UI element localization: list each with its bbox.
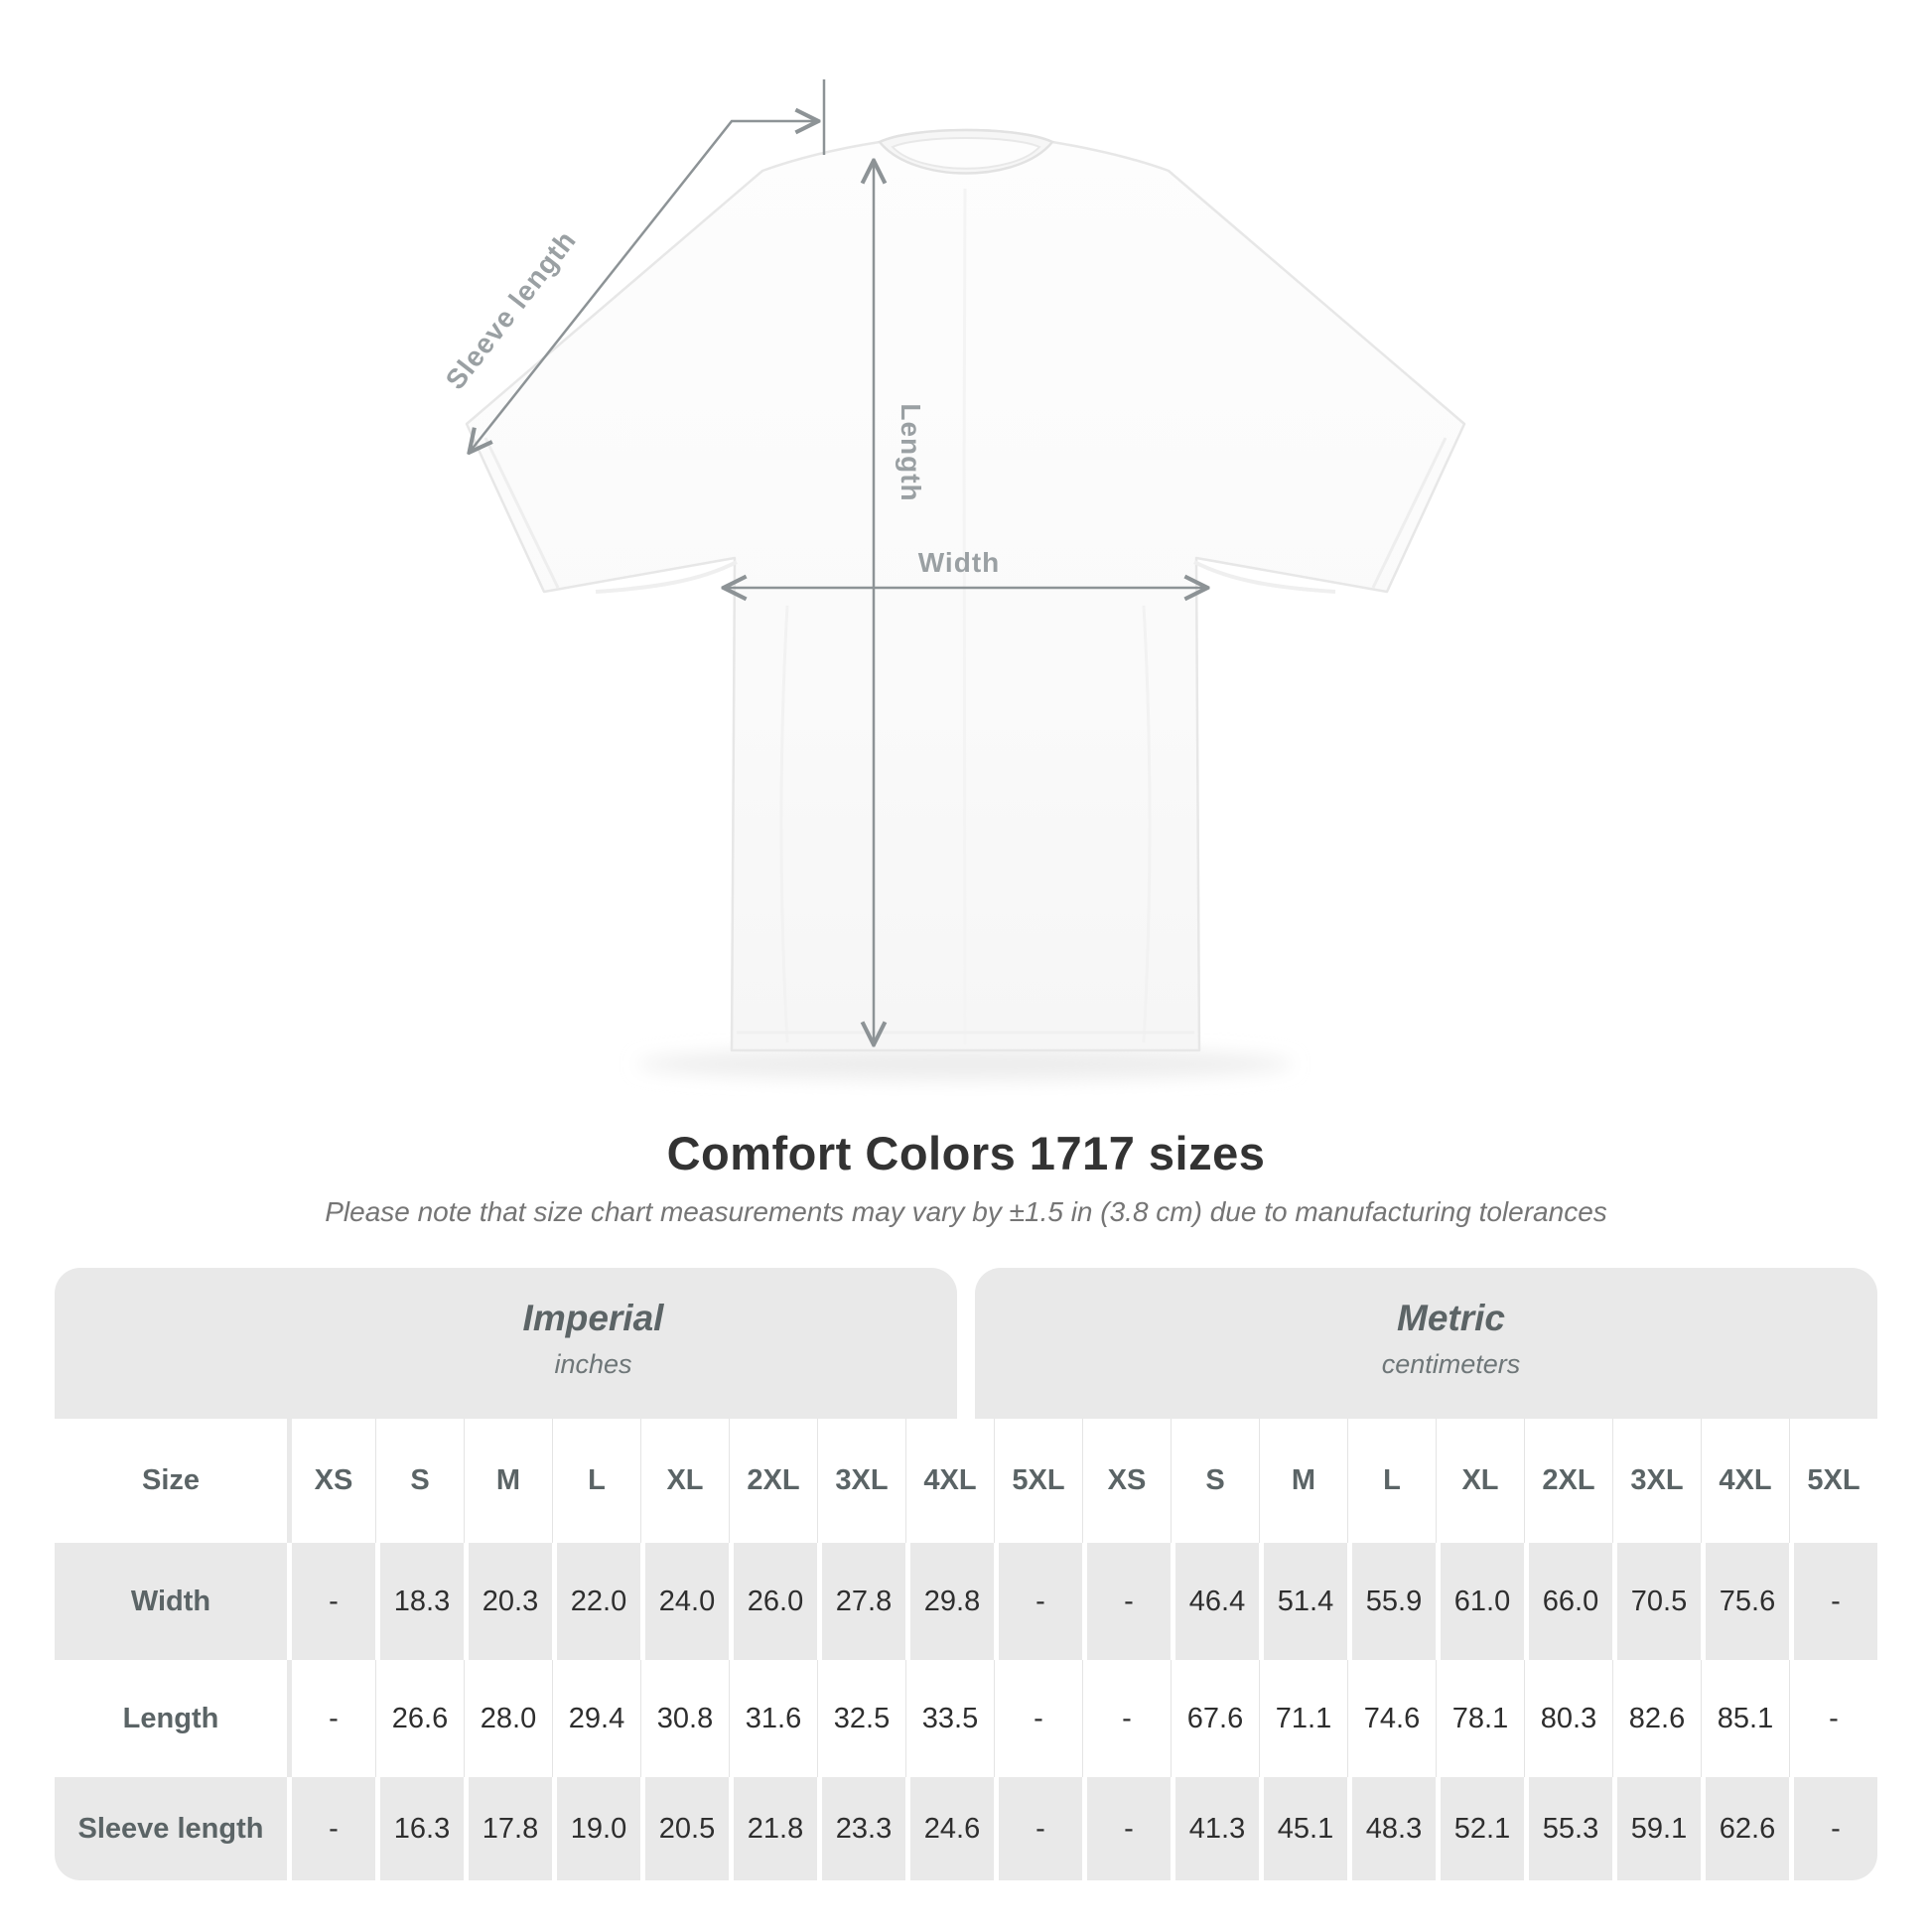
table-cell: 29.4 [552, 1660, 640, 1777]
col-header: 5XL [994, 1419, 1082, 1543]
col-header: 3XL [817, 1419, 905, 1543]
table-cell: 24.0 [640, 1543, 729, 1660]
col-header: 4XL [1701, 1419, 1789, 1543]
sleeve-length-row: Sleeve length - 16.3 17.8 19.0 20.5 21.8… [55, 1777, 1877, 1880]
col-header: XS [287, 1419, 375, 1543]
table-cell: 67.6 [1171, 1660, 1259, 1777]
sleeve-length-arrow [471, 121, 816, 451]
col-header: 5XL [1789, 1419, 1877, 1543]
table-cell: 18.3 [375, 1543, 464, 1660]
table-cell: 66.0 [1524, 1543, 1612, 1660]
col-header: S [375, 1419, 464, 1543]
table-cell: - [1789, 1660, 1877, 1777]
table-cell: 20.3 [464, 1543, 552, 1660]
page-title: Comfort Colors 1717 sizes [666, 1127, 1266, 1179]
table-cell: - [994, 1660, 1082, 1777]
table-cell: 85.1 [1701, 1660, 1789, 1777]
unit-group-headers: Imperial inches Metric centimeters [55, 1268, 1877, 1419]
row-label: Width [55, 1543, 287, 1660]
group-header-imperial: Imperial inches [55, 1268, 957, 1419]
row-label: Length [55, 1660, 287, 1777]
tshirt-svg: Sleeve length Length Width [440, 79, 1466, 1080]
table-cell: - [1789, 1543, 1877, 1660]
length-row: Length - 26.6 28.0 29.4 30.8 31.6 32.5 3… [55, 1660, 1877, 1777]
col-header: 3XL [1612, 1419, 1701, 1543]
measurement-arrows [471, 79, 1205, 1042]
table-cell: 52.1 [1436, 1777, 1524, 1880]
metric-label: Metric [1397, 1298, 1505, 1338]
table-cell: 45.1 [1259, 1777, 1347, 1880]
table-cell: 17.8 [464, 1777, 552, 1880]
table-cell: - [994, 1543, 1082, 1660]
table-cell: 16.3 [375, 1777, 464, 1880]
table-cell: 31.6 [729, 1660, 817, 1777]
table-cell: 48.3 [1347, 1777, 1436, 1880]
table-cell: - [287, 1660, 375, 1777]
col-header: S [1171, 1419, 1259, 1543]
col-header: XS [1082, 1419, 1171, 1543]
table-cell: 41.3 [1171, 1777, 1259, 1880]
table-cell: 70.5 [1612, 1543, 1701, 1660]
table-cell: 51.4 [1259, 1543, 1347, 1660]
table-cell: 21.8 [729, 1777, 817, 1880]
table-cell: 19.0 [552, 1777, 640, 1880]
table-cell: 61.0 [1436, 1543, 1524, 1660]
col-header: XL [1436, 1419, 1524, 1543]
table-cell: 74.6 [1347, 1660, 1436, 1777]
table-cell: - [1789, 1777, 1877, 1880]
table-cell: 22.0 [552, 1543, 640, 1660]
table-cell: 75.6 [1701, 1543, 1789, 1660]
table-cell: 59.1 [1612, 1777, 1701, 1880]
table-cell: 32.5 [817, 1660, 905, 1777]
col-header: M [1259, 1419, 1347, 1543]
table-cell: 28.0 [464, 1660, 552, 1777]
table-cell: 33.5 [905, 1660, 994, 1777]
size-table-section: Imperial inches Metric centimeters [55, 1268, 1877, 1880]
col-header: M [464, 1419, 552, 1543]
tshirt-graphic [465, 128, 1466, 1080]
size-table: Size XS S M L XL 2XL 3XL 4XL 5XL XS S M … [55, 1419, 1877, 1880]
table-cell: 20.5 [640, 1777, 729, 1880]
width-row: Width - 18.3 20.3 22.0 24.0 26.0 27.8 29… [55, 1543, 1877, 1660]
table-cell: 26.0 [729, 1543, 817, 1660]
group-header-metric: Metric centimeters [975, 1268, 1877, 1419]
table-cell: 46.4 [1171, 1543, 1259, 1660]
table-cell: 23.3 [817, 1777, 905, 1880]
table-cell: - [1082, 1543, 1171, 1660]
size-header-row: Size XS S M L XL 2XL 3XL 4XL 5XL XS S M … [55, 1419, 1877, 1543]
col-header: XL [640, 1419, 729, 1543]
col-header: L [552, 1419, 640, 1543]
table-cell: 62.6 [1701, 1777, 1789, 1880]
table-cell: 78.1 [1436, 1660, 1524, 1777]
length-label: Length [896, 403, 926, 501]
col-header: 4XL [905, 1419, 994, 1543]
width-label: Width [918, 547, 1001, 578]
table-cell: - [994, 1777, 1082, 1880]
col-header: 2XL [1524, 1419, 1612, 1543]
tolerance-note: Please note that size chart measurements… [325, 1196, 1607, 1227]
table-cell: 24.6 [905, 1777, 994, 1880]
table-cell: 82.6 [1612, 1660, 1701, 1777]
tshirt-diagram: Sleeve length Length Width [440, 79, 1466, 1080]
row-label: Sleeve length [55, 1777, 287, 1880]
table-cell: 55.9 [1347, 1543, 1436, 1660]
table-cell: 30.8 [640, 1660, 729, 1777]
size-header-cell: Size [55, 1419, 287, 1543]
col-header: 2XL [729, 1419, 817, 1543]
imperial-label: Imperial [522, 1298, 664, 1338]
table-cell: - [287, 1777, 375, 1880]
table-cell: 71.1 [1259, 1660, 1347, 1777]
table-cell: 27.8 [817, 1543, 905, 1660]
table-cell: - [287, 1543, 375, 1660]
table-cell: 26.6 [375, 1660, 464, 1777]
table-cell: 80.3 [1524, 1660, 1612, 1777]
col-header: L [1347, 1419, 1436, 1543]
table-cell: 29.8 [905, 1543, 994, 1660]
table-cell: - [1082, 1777, 1171, 1880]
metric-unit: centimeters [1381, 1349, 1521, 1379]
table-cell: 55.3 [1524, 1777, 1612, 1880]
imperial-unit: inches [554, 1349, 632, 1379]
table-cell: - [1082, 1660, 1171, 1777]
